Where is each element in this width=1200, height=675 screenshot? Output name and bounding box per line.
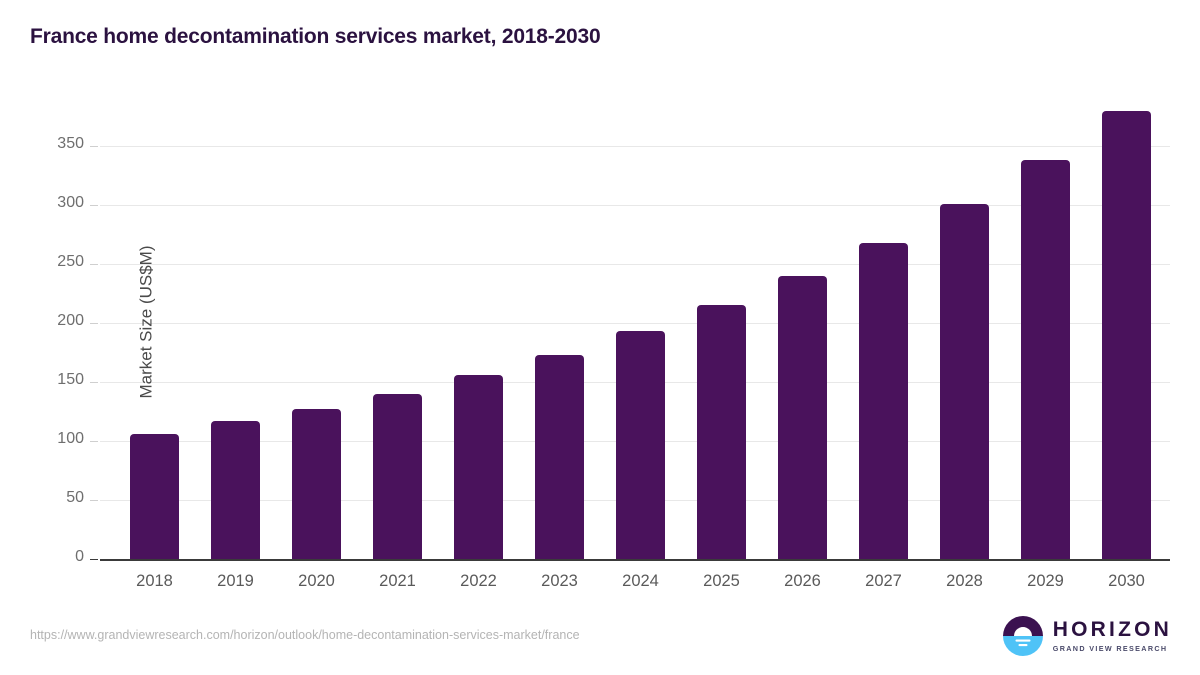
bar-2025[interactable] <box>697 305 746 559</box>
x-tick-label-2018: 2018 <box>136 572 173 590</box>
gridline <box>100 323 1170 324</box>
y-tick-label: 100 <box>57 430 84 447</box>
bar-2029[interactable] <box>1021 160 1070 559</box>
x-tick-label-2025: 2025 <box>703 572 740 590</box>
bar-2027[interactable] <box>859 242 908 559</box>
y-tick-mark <box>90 146 98 147</box>
plot-area: Market Size (US$M) <box>100 85 1170 559</box>
x-tick-label-2028: 2028 <box>946 572 983 590</box>
y-axis-title: Market Size (US$M) <box>136 245 156 399</box>
y-tick-label: 350 <box>57 135 84 152</box>
horizon-logo-text: HORIZON GRAND VIEW RESEARCH <box>1052 618 1172 653</box>
bar-2019[interactable] <box>211 420 260 559</box>
bar-2022[interactable] <box>454 374 503 559</box>
x-tick-label-2020: 2020 <box>298 572 335 590</box>
x-tick-label-2022: 2022 <box>460 572 497 590</box>
bar-2026[interactable] <box>778 275 827 559</box>
gridline <box>100 205 1170 206</box>
gridline <box>100 146 1170 147</box>
x-tick-label-2019: 2019 <box>217 572 254 590</box>
bar-2024[interactable] <box>616 331 665 559</box>
y-tick-label: 300 <box>57 194 84 211</box>
y-tick-label: 0 <box>75 548 84 565</box>
y-tick-mark <box>90 323 98 324</box>
bar-2020[interactable] <box>292 409 341 559</box>
bar-2030[interactable] <box>1102 110 1151 559</box>
y-tick-mark <box>90 500 98 501</box>
x-tick-label-2024: 2024 <box>622 572 659 590</box>
y-tick-mark <box>90 205 98 206</box>
y-tick-label: 250 <box>57 253 84 270</box>
bar-2023[interactable] <box>535 354 584 559</box>
x-tick-label-2030: 2030 <box>1108 572 1145 590</box>
bar-2021[interactable] <box>373 393 422 559</box>
horizon-logo: HORIZON GRAND VIEW RESEARCH <box>1002 615 1172 657</box>
y-tick-label: 200 <box>57 312 84 329</box>
logo-tagline: GRAND VIEW RESEARCH <box>1052 643 1168 653</box>
x-tick-label-2023: 2023 <box>541 572 578 590</box>
logo-wordmark: HORIZON <box>1052 618 1172 642</box>
y-tick-mark <box>90 441 98 442</box>
y-tick-mark <box>90 264 98 265</box>
x-axis-line <box>100 559 1170 561</box>
page-title: France home decontamination services mar… <box>30 25 601 48</box>
x-tick-label-2021: 2021 <box>379 572 416 590</box>
y-tick-mark <box>90 382 98 383</box>
bar-2028[interactable] <box>940 203 989 559</box>
y-tick-label: 50 <box>66 489 84 506</box>
x-tick-label-2026: 2026 <box>784 572 821 590</box>
x-tick-label-2029: 2029 <box>1027 572 1064 590</box>
source-url-text: https://www.grandviewresearch.com/horizo… <box>30 628 580 642</box>
y-tick-mark <box>90 559 98 560</box>
horizon-logo-mark-icon <box>1002 615 1044 657</box>
gridline <box>100 264 1170 265</box>
x-tick-label-2027: 2027 <box>865 572 902 590</box>
bar-2018[interactable] <box>130 433 179 559</box>
y-tick-label: 150 <box>57 371 84 388</box>
